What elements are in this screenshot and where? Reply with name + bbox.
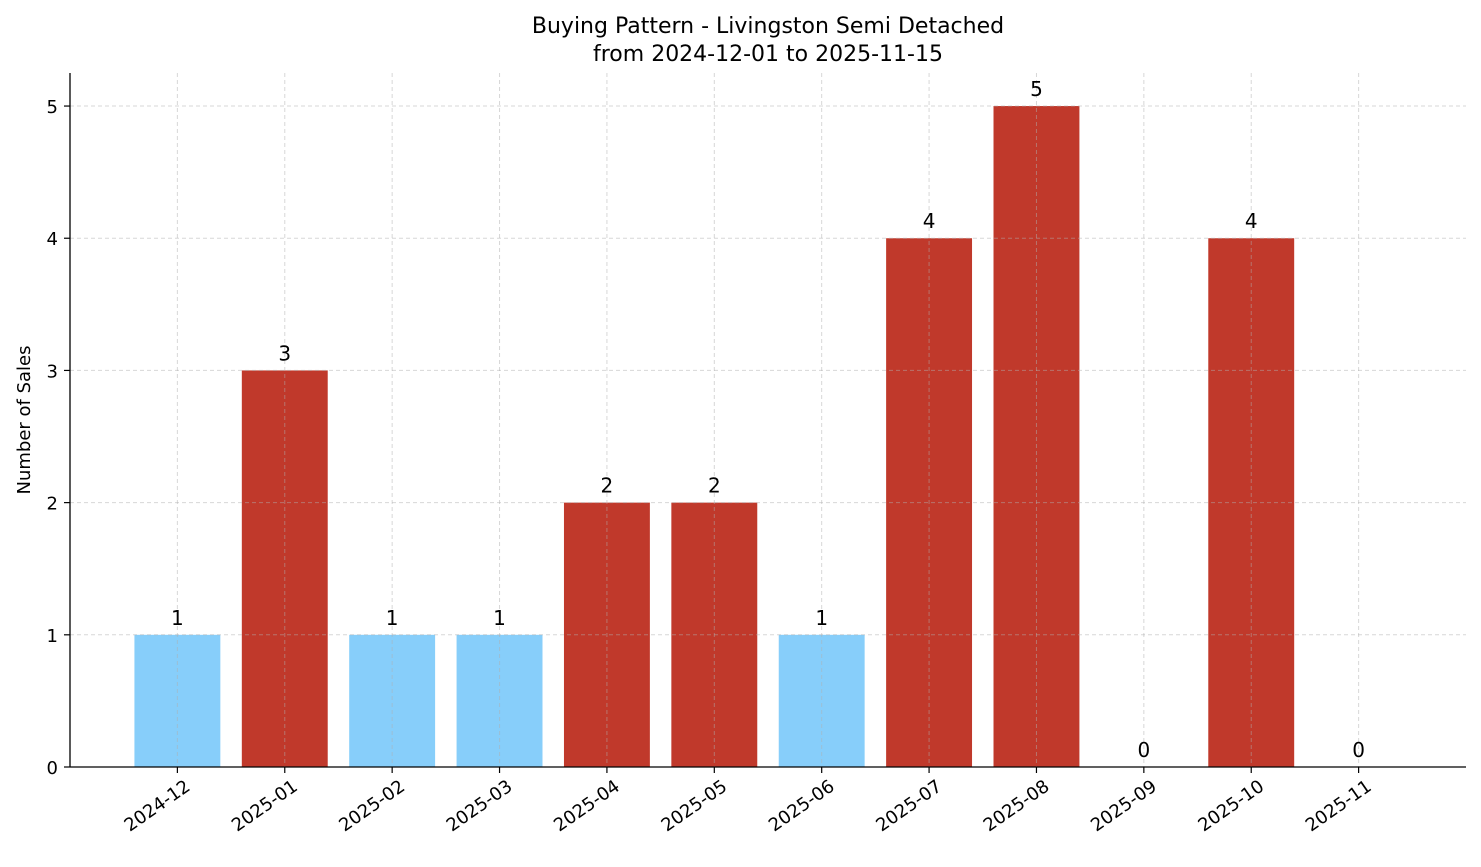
data-label: 1 xyxy=(171,606,184,630)
y-axis-label: Number of Sales xyxy=(14,345,35,494)
x-tick-label: 2025-02 xyxy=(335,776,409,836)
x-tick-label: 2025-05 xyxy=(658,776,732,836)
data-label: 4 xyxy=(923,209,936,233)
data-label: 2 xyxy=(708,474,721,498)
bar xyxy=(993,106,1080,768)
x-tick-label: 2025-10 xyxy=(1194,776,1268,836)
x-tick-label: 2024-12 xyxy=(121,776,195,836)
x-tick-label: 2025-06 xyxy=(765,776,839,836)
x-tick-label: 2025-11 xyxy=(1302,776,1376,836)
bar xyxy=(241,370,328,767)
x-tick-label: 2025-01 xyxy=(228,776,302,836)
data-label: 0 xyxy=(1137,738,1150,762)
data-label: 4 xyxy=(1245,209,1258,233)
chart-subtitle: from 2024-12-01 to 2025-11-15 xyxy=(593,42,943,67)
y-tick-label: 4 xyxy=(47,229,58,250)
y-tick-label: 5 xyxy=(47,97,58,118)
y-tick-label: 3 xyxy=(47,361,58,382)
data-label: 1 xyxy=(386,606,399,630)
data-label: 1 xyxy=(493,606,506,630)
data-label: 3 xyxy=(278,341,291,365)
data-label: 2 xyxy=(601,474,614,498)
y-tick-label: 0 xyxy=(47,758,58,779)
y-tick-label: 1 xyxy=(47,626,58,647)
x-tick-label: 2025-09 xyxy=(1087,776,1161,836)
data-label: 0 xyxy=(1352,738,1365,762)
x-tick-label: 2025-04 xyxy=(550,776,624,836)
x-tick-label: 2025-03 xyxy=(443,776,517,836)
chart-title: Buying Pattern - Livingston Semi Detache… xyxy=(532,14,1004,39)
data-label: 5 xyxy=(1030,77,1043,101)
y-tick-label: 2 xyxy=(47,494,58,515)
data-label: 1 xyxy=(815,606,828,630)
x-tick-label: 2025-07 xyxy=(872,776,946,836)
x-tick-label: 2025-08 xyxy=(980,776,1054,836)
